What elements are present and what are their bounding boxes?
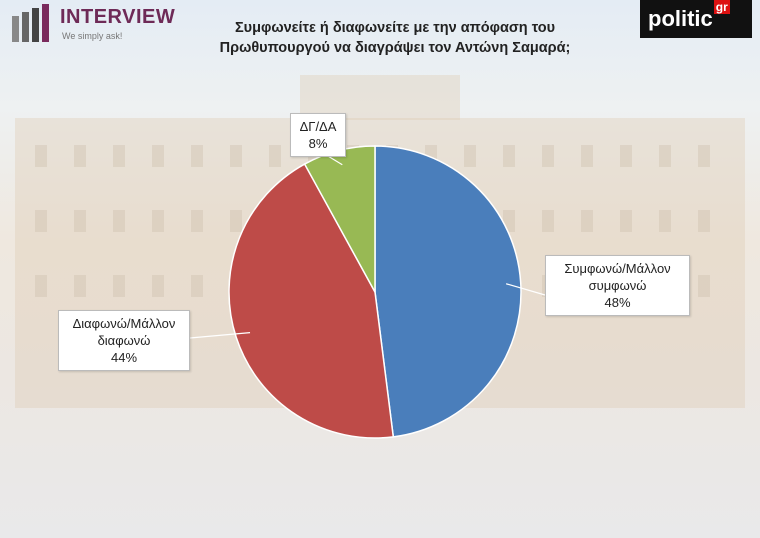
logo-name: INTERVIEW <box>60 6 176 28</box>
background-window <box>581 145 593 167</box>
background-window <box>74 210 86 232</box>
value-label: 8% <box>308 136 328 151</box>
logo-suffix: gr <box>713 0 730 14</box>
background-window <box>698 145 710 167</box>
background-window <box>542 145 554 167</box>
background-window <box>74 145 86 167</box>
pie-slice <box>374 145 522 438</box>
chart-title: Συμφωνείτε ή διαφωνείτε με την απόφαση τ… <box>219 20 571 56</box>
background-window <box>152 275 164 297</box>
background-window <box>152 145 164 167</box>
background-window <box>35 275 47 297</box>
background-window <box>698 275 710 297</box>
background-window <box>698 210 710 232</box>
pie-slice <box>228 163 395 439</box>
value-label: 48% <box>604 295 631 310</box>
background-window <box>620 210 632 232</box>
background-pediment <box>300 75 460 120</box>
logo-icon <box>12 4 49 42</box>
logo-name: politic <box>648 6 713 31</box>
value-label: 44% <box>110 350 138 365</box>
category-label: Διαφωνώ/Μάλλον διαφωνώ <box>72 316 176 348</box>
background-window <box>659 145 671 167</box>
background-window <box>464 145 476 167</box>
background-window <box>152 210 164 232</box>
background-window <box>35 210 47 232</box>
background-window <box>269 145 281 167</box>
background-window <box>230 210 242 232</box>
data-label: ΔΓ/ΔΑ 8% <box>290 113 346 157</box>
background-window <box>191 210 203 232</box>
background-window <box>581 210 593 232</box>
politic-logo: politic gr <box>640 0 752 38</box>
background-window <box>230 145 242 167</box>
background-window <box>113 145 125 167</box>
category-label: ΔΓ/ΔΑ <box>299 119 337 134</box>
leader-line <box>189 332 251 339</box>
background-window <box>113 210 125 232</box>
background-window <box>542 210 554 232</box>
category-label: Συμφωνώ/Μάλλον συμφωνώ <box>564 261 671 293</box>
background-window <box>35 145 47 167</box>
data-label: Διαφωνώ/Μάλλον διαφωνώ 44% <box>58 310 190 371</box>
leader-line <box>505 283 546 296</box>
logo-slogan: We simply ask! <box>62 31 123 41</box>
background-window <box>113 275 125 297</box>
background-window <box>74 275 86 297</box>
background-window <box>620 145 632 167</box>
background-window <box>659 210 671 232</box>
background-window <box>191 275 203 297</box>
data-label: Συμφωνώ/Μάλλον συμφωνώ 48% <box>545 255 690 316</box>
background-window <box>503 145 515 167</box>
background-window <box>191 145 203 167</box>
